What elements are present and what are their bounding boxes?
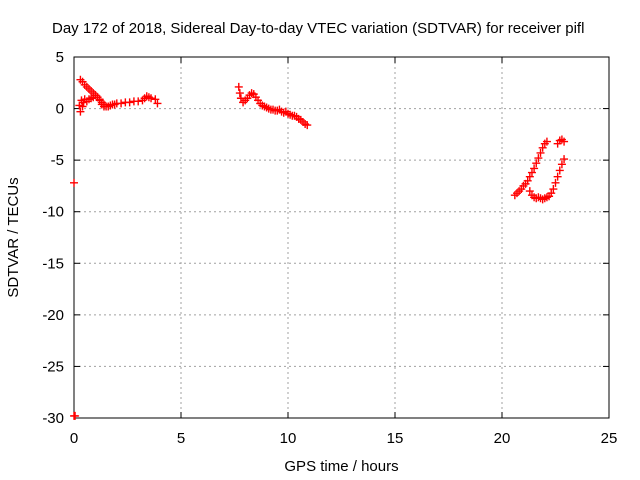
data-point xyxy=(555,166,564,175)
data-point xyxy=(523,176,532,185)
y-axis-label: SDTVAR / TECUs xyxy=(5,177,22,297)
data-point xyxy=(551,178,560,187)
data-point xyxy=(153,99,162,108)
data-point xyxy=(235,89,244,98)
x-tick-label: 0 xyxy=(70,430,78,447)
data-point xyxy=(538,143,547,152)
data-point xyxy=(560,155,569,164)
y-tick-label: -25 xyxy=(42,358,64,375)
x-tick-label: 10 xyxy=(280,430,297,447)
data-point xyxy=(71,411,80,420)
data-point xyxy=(536,148,545,157)
data-point xyxy=(560,137,569,146)
data-point xyxy=(525,172,534,181)
data-point xyxy=(70,178,78,187)
y-tick-label: -5 xyxy=(51,152,64,169)
y-tick-label: 0 xyxy=(56,101,64,118)
data-point xyxy=(534,154,543,163)
data-point xyxy=(532,159,541,168)
data-point xyxy=(542,137,551,146)
data-point xyxy=(527,168,536,177)
data-point xyxy=(547,189,556,198)
data-point xyxy=(147,94,156,103)
data-point xyxy=(303,121,312,130)
y-tick-label: -15 xyxy=(42,255,64,272)
data-point xyxy=(134,97,143,106)
data-point xyxy=(234,82,243,91)
data-point xyxy=(117,99,126,108)
data-point xyxy=(125,98,134,107)
data-point xyxy=(76,107,85,116)
x-tick-label: 5 xyxy=(177,430,185,447)
data-point xyxy=(549,185,558,194)
data-point xyxy=(553,172,562,181)
data-point xyxy=(151,95,160,104)
x-tick-label: 20 xyxy=(494,430,511,447)
plot-frame xyxy=(73,56,610,419)
data-point xyxy=(99,102,108,111)
y-tick-label: -20 xyxy=(42,307,64,324)
y-tick-label: -10 xyxy=(42,204,64,221)
data-point xyxy=(530,164,539,173)
data-point xyxy=(78,102,87,111)
y-tick-label: -30 xyxy=(42,410,64,427)
x-tick-label: 25 xyxy=(601,430,618,447)
data-point xyxy=(557,160,566,169)
x-axis-label: GPS time / hours xyxy=(284,458,398,475)
chart-title: Day 172 of 2018, Sidereal Day-to-day VTE… xyxy=(52,20,585,37)
x-tick-label: 15 xyxy=(387,430,404,447)
data-point xyxy=(525,187,534,196)
y-tick-label: 5 xyxy=(56,49,64,66)
data-point xyxy=(95,96,104,105)
